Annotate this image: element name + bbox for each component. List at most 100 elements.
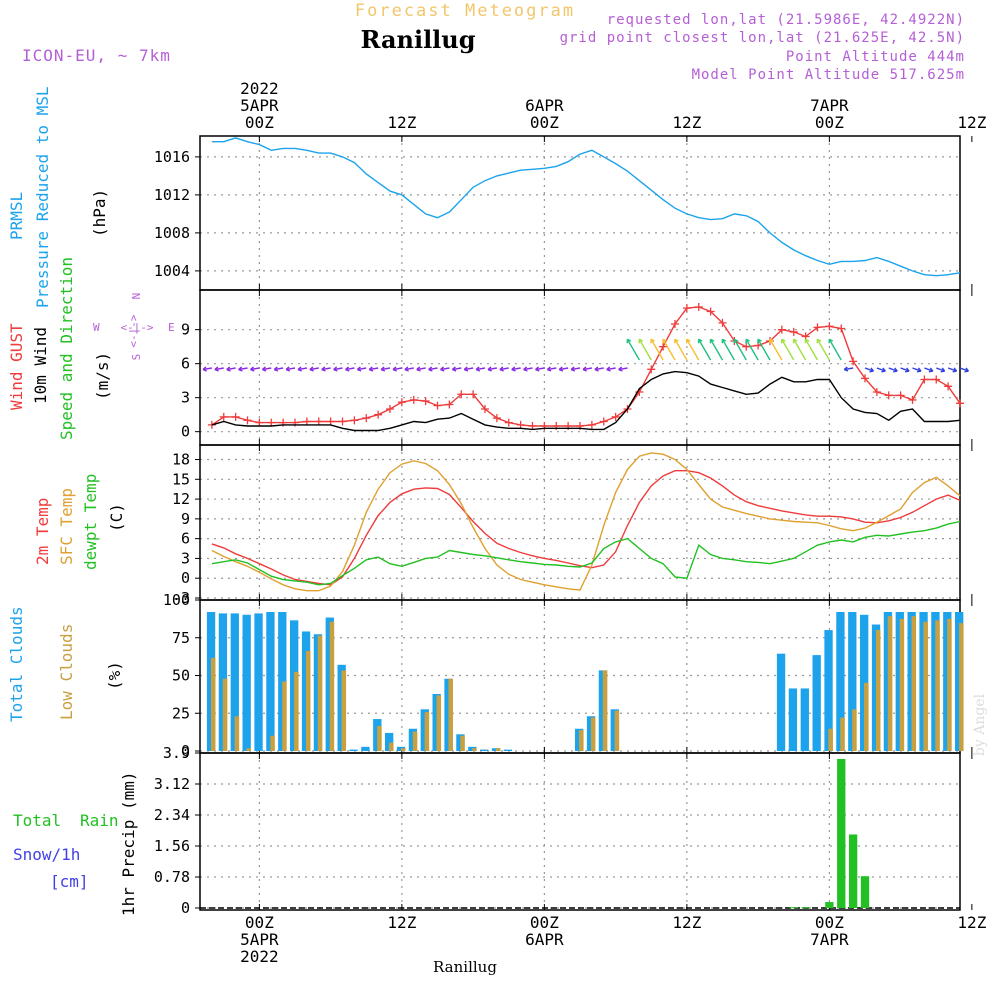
low-cloud-bar [614,710,620,751]
low-cloud-bar [935,620,940,751]
wind-arrow-head [321,366,326,372]
low-cloud-bar [875,630,881,751]
time-label-bottom: 2022 [240,947,279,966]
temp-2m-line [211,470,961,586]
y-tick-label: 0 [181,423,190,441]
wind-arrow [464,367,474,371]
wind-gust-point [302,417,311,426]
wind-arrow [262,367,272,371]
low-cloud-bar [472,748,477,751]
wind-arrow-head [928,367,934,373]
panel-frame [199,444,961,601]
wind-arrow [900,367,910,372]
wind-gust-point [587,420,596,429]
wind-arrow [959,367,969,372]
low-cloud-bar [911,616,917,751]
wind-arrow [638,338,652,361]
low-cloud-bar [294,671,299,751]
panel-precip: 0 0.78 1.56 2.34 3.12 3.9 [154,744,973,917]
wind-gust-point [267,418,276,427]
total-cloud-bar [266,612,275,751]
low-cloud-bar [436,695,442,751]
wind-direction-arrows [202,338,970,373]
compass-east: E [168,321,175,334]
time-label-bottom: 00Z [245,913,274,932]
wind-arrow-head [558,366,564,372]
temp-sfc-label: SFC Temp [57,488,76,565]
wind-arrow [844,367,854,371]
low-cloud-bar [590,717,596,751]
y-tick-label: 3 [181,389,190,407]
compass-south: S [130,354,143,361]
wind-arrow [499,367,509,371]
wind-arrow-head [309,366,314,372]
wind-arrow [523,367,533,371]
watermark: by Angel [972,693,988,756]
low-cloud-bar [222,678,228,751]
wind-arrow-head [828,338,834,344]
wind-gust-point [742,342,751,351]
total-cloud-bar [824,630,833,751]
panel-frame [199,752,961,911]
wind-gust-point [861,374,869,383]
total-cloud-bar [788,688,798,751]
wind-arrow [781,338,795,361]
wind-gust-point [825,322,834,331]
wind-gust-point [813,323,822,332]
wind-gust-point [504,418,513,427]
wind-arrow [912,367,922,372]
time-label-top: 7APR [810,96,849,115]
wind-arrow [864,367,874,372]
wind-arrow-head [916,367,922,373]
y-tick-label: 3 [181,549,190,567]
low-cloud-bar [412,731,418,751]
wind-arrow-head [650,338,655,344]
wind-arrow-head [345,366,350,372]
y-tick-label: 50 [172,667,190,685]
wind-gust-point [243,416,252,425]
time-label-top: 00Z [245,113,274,132]
time-label-bottom: 5APR [240,930,279,949]
wind-arrow-head [662,338,667,344]
low-cloud-bar [959,623,964,751]
clouds-unit: (%) [105,661,124,690]
wind-arrow [535,367,545,371]
wind-gust-point [397,398,406,407]
wind-gust-point [219,412,228,421]
wind-arrow [674,338,688,361]
wind-arrow [345,367,355,371]
y-tick-label: 0 [181,569,190,587]
y-tick-label: 75 [172,629,190,647]
wind-arrow [452,367,462,371]
wind-arrow [297,367,307,371]
wind-arrow-head [475,366,481,372]
wind-arrow [816,338,830,361]
wind-gust-line [211,306,961,427]
time-label-bottom: 00Z [530,913,559,932]
wind-unit: (m/s) [93,352,112,400]
wind-arrow-head [733,338,739,344]
wind-arrow-head [721,338,727,344]
wind-gust-point [433,401,442,410]
wind-arrow [793,338,807,361]
wind-arrow [381,367,391,371]
wind-gust-point [326,417,335,426]
wind-arrow-head [685,338,691,344]
rain-bar [825,902,834,908]
y-tick-label: 3.12 [154,775,190,793]
wind-gust-point [706,307,715,316]
wind-arrow [828,338,842,361]
y-tick-label: 1.56 [154,837,190,855]
wind-arrow [804,338,819,361]
y-tick-label: 1016 [154,148,190,166]
y-tick-label: 0.78 [154,868,190,886]
y-tick-label: 1008 [154,224,190,242]
wind-arrow-head [487,366,492,372]
wind-arrow-head [463,366,469,372]
wind-arrow-head [238,366,243,372]
wind-arrow [698,338,712,361]
y-tick-label: 18 [172,451,190,469]
wind-arrow-head [570,366,576,372]
total-cloud-bar [230,613,239,751]
wind-arrow [606,367,616,371]
